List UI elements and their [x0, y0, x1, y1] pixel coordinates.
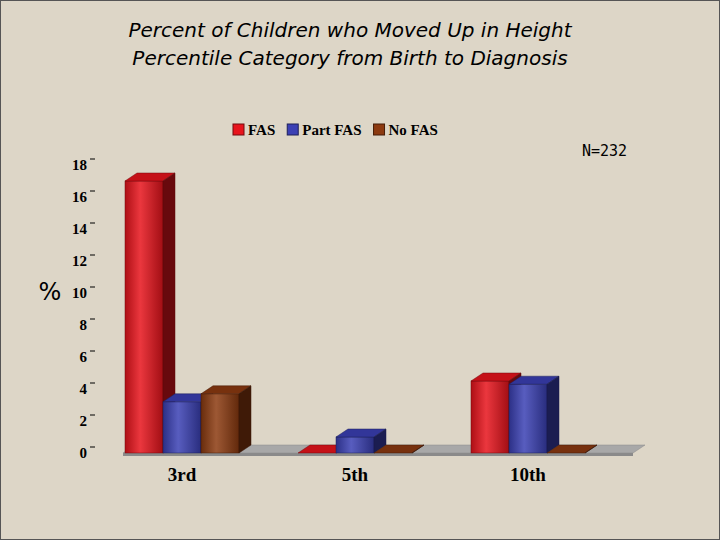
bar — [374, 445, 424, 453]
tick-mark — [90, 351, 95, 352]
bars — [125, 173, 597, 453]
y-label: % — [39, 278, 62, 306]
tick-label: 8 — [80, 317, 88, 333]
category-label: 3rd — [168, 464, 197, 485]
tick-mark — [90, 447, 95, 448]
bar-top — [374, 445, 424, 453]
tick-label: 4 — [80, 381, 88, 397]
legend-swatch — [287, 124, 298, 135]
title: Percent of Children who Moved Up in Heig… — [70, 16, 630, 72]
bar-front — [125, 181, 163, 453]
tick-label: 16 — [72, 189, 88, 205]
tick-mark — [90, 319, 95, 320]
tick-mark — [90, 287, 95, 288]
legend-swatch — [233, 124, 244, 135]
bar — [547, 445, 597, 453]
tick-label: 0 — [80, 445, 88, 461]
bar-front — [336, 437, 374, 453]
bar-side — [239, 386, 251, 453]
legend-label: No FAS — [389, 122, 438, 138]
legend-swatch — [374, 124, 385, 135]
bar — [336, 429, 386, 453]
tick-label: 2 — [80, 413, 88, 429]
bar-front — [163, 402, 201, 453]
tick-mark — [90, 255, 95, 256]
bar — [509, 376, 559, 453]
legend-label: FAS — [248, 122, 275, 138]
bar-front — [471, 381, 509, 453]
tick-label: 14 — [72, 221, 88, 237]
tick-mark — [90, 383, 95, 384]
category-label: 10th — [510, 464, 546, 485]
annotation: N=232 — [582, 142, 627, 160]
bar-side — [412, 445, 424, 453]
bar-side — [547, 376, 559, 453]
chart: 0 2 4 6 8 10 12 14 16 18% 3rd 5th 10th FAS Part FAS No … — [0, 0, 720, 540]
bar — [201, 386, 251, 453]
tick-mark — [90, 191, 95, 192]
legend-label: Part FAS — [302, 122, 361, 138]
bar-front — [509, 384, 547, 453]
floor-edge — [123, 453, 633, 456]
bar-side — [585, 445, 597, 453]
bar-top — [547, 445, 597, 453]
tick-label: 10 — [72, 285, 87, 301]
tick-mark — [90, 415, 95, 416]
frame — [0, 0, 720, 540]
tick-label: 12 — [72, 253, 87, 269]
tick-label: 6 — [80, 349, 88, 365]
tick-mark — [90, 159, 95, 160]
category-label: 5th — [342, 464, 369, 485]
bar-front — [201, 394, 239, 453]
tick-mark — [90, 223, 95, 224]
tick-label: 18 — [72, 157, 87, 173]
